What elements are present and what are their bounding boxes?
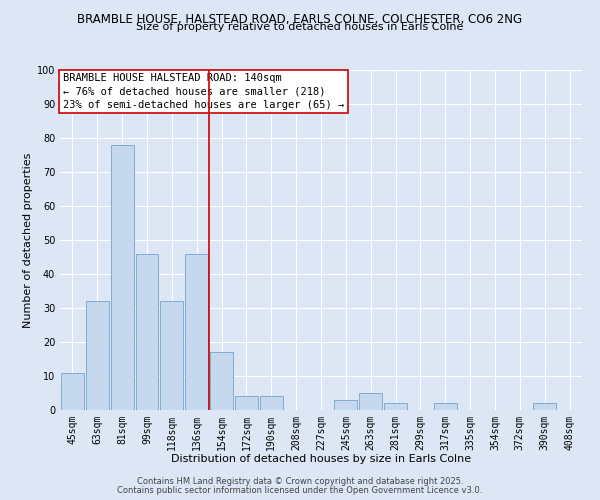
- Bar: [61, 372, 84, 410]
- Text: Contains HM Land Registry data © Crown copyright and database right 2025.: Contains HM Land Registry data © Crown c…: [137, 477, 463, 486]
- Text: Size of property relative to detached houses in Earls Colne: Size of property relative to detached ho…: [136, 22, 464, 32]
- Bar: [434, 403, 457, 410]
- Bar: [260, 396, 283, 410]
- Bar: [384, 403, 407, 410]
- Bar: [111, 145, 134, 410]
- Bar: [136, 254, 158, 410]
- Y-axis label: Number of detached properties: Number of detached properties: [23, 152, 32, 328]
- Bar: [210, 352, 233, 410]
- Bar: [533, 403, 556, 410]
- X-axis label: Distribution of detached houses by size in Earls Colne: Distribution of detached houses by size …: [171, 454, 471, 464]
- Text: BRAMBLE HOUSE, HALSTEAD ROAD, EARLS COLNE, COLCHESTER, CO6 2NG: BRAMBLE HOUSE, HALSTEAD ROAD, EARLS COLN…: [77, 12, 523, 26]
- Text: BRAMBLE HOUSE HALSTEAD ROAD: 140sqm
← 76% of detached houses are smaller (218)
2: BRAMBLE HOUSE HALSTEAD ROAD: 140sqm ← 76…: [62, 74, 344, 110]
- Text: Contains public sector information licensed under the Open Government Licence v3: Contains public sector information licen…: [118, 486, 482, 495]
- Bar: [185, 254, 208, 410]
- Bar: [359, 393, 382, 410]
- Bar: [334, 400, 357, 410]
- Bar: [86, 301, 109, 410]
- Bar: [160, 301, 183, 410]
- Bar: [235, 396, 258, 410]
